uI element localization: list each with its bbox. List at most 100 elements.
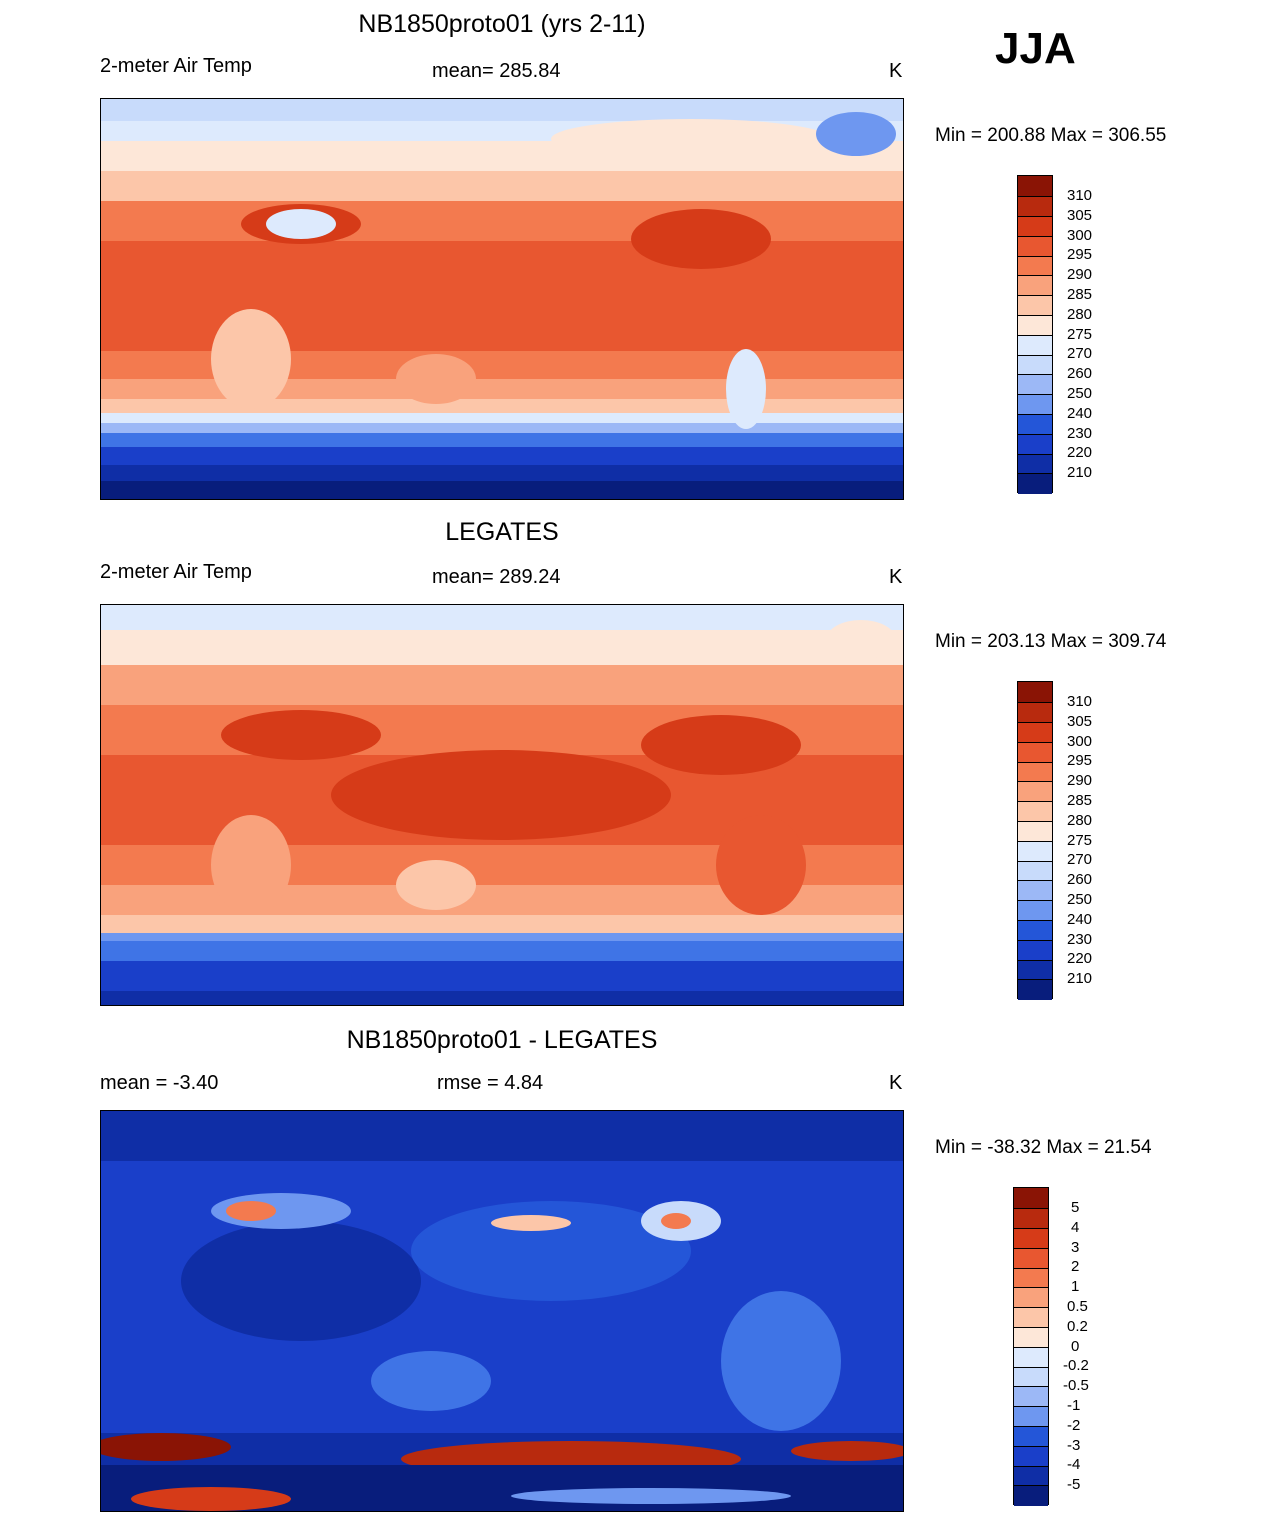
panel-1-variable-label: 2-meter Air Temp xyxy=(100,55,252,77)
colorbar-swatch xyxy=(1014,1367,1048,1388)
colorbar-swatch xyxy=(1018,682,1052,704)
colorbar-swatch xyxy=(1018,802,1052,822)
colorbar-tick-label: 230 xyxy=(1067,930,1093,948)
colorbar-tick-label: -0.2 xyxy=(1063,1357,1089,1375)
colorbar-swatch xyxy=(1018,821,1052,842)
colorbar-tick-label: 300 xyxy=(1067,732,1093,750)
colorbar-tick-label: 2 xyxy=(1071,1258,1080,1276)
colorbar-swatch xyxy=(1018,841,1052,862)
colorbar-tick-label: 230 xyxy=(1067,424,1093,442)
colorbar-tick-label: -1 xyxy=(1067,1397,1081,1414)
colorbar-tick-label: 300 xyxy=(1067,226,1093,244)
colorbar-swatch xyxy=(1018,762,1052,783)
colorbar-swatch xyxy=(1014,1446,1048,1467)
colorbar-tick-label: -0.5 xyxy=(1063,1377,1089,1395)
season-label: JJA xyxy=(995,24,1076,73)
panel-2-map xyxy=(100,604,904,1006)
colorbar-swatch xyxy=(1018,703,1052,723)
colorbar-swatch xyxy=(1014,1347,1048,1368)
colorbar-swatch xyxy=(1018,256,1052,277)
colorbar-tick-label: 280 xyxy=(1067,811,1093,829)
colorbar-swatch xyxy=(1014,1188,1048,1210)
panel-3-colorbar xyxy=(1013,1187,1049,1507)
colorbar-tick-label: 310 xyxy=(1067,693,1093,710)
colorbar-swatch xyxy=(1014,1308,1048,1328)
colorbar-swatch xyxy=(1014,1268,1048,1289)
colorbar-tick-label: 5 xyxy=(1071,1199,1080,1216)
colorbar-tick-label: 220 xyxy=(1067,444,1093,462)
panel-2-variable-label: 2-meter Air Temp xyxy=(100,561,252,583)
colorbar-swatch xyxy=(1018,197,1052,217)
colorbar-swatch xyxy=(1018,395,1052,415)
colorbar-swatch xyxy=(1014,1387,1048,1408)
colorbar-tick-label: -3 xyxy=(1067,1436,1081,1454)
colorbar-tick-label: 270 xyxy=(1067,851,1093,869)
colorbar-tick-label: 1 xyxy=(1071,1278,1080,1296)
colorbar-swatch xyxy=(1014,1248,1048,1269)
panel-2-title: LEGATES xyxy=(445,518,559,546)
colorbar-tick-label: 260 xyxy=(1067,365,1093,383)
colorbar-tick-label: 210 xyxy=(1067,464,1093,482)
colorbar-tick-label: 280 xyxy=(1067,305,1093,323)
panel-2-colorbar xyxy=(1017,681,1053,1001)
colorbar-swatch xyxy=(1018,216,1052,237)
colorbar-swatch xyxy=(1018,722,1052,743)
colorbar-tick-label: 3 xyxy=(1071,1238,1080,1256)
panel-1-mean-label: mean= 285.84 xyxy=(432,60,561,82)
panel-2-min-max: Min = 203.13 Max = 309.74 xyxy=(935,631,1167,652)
colorbar-swatch xyxy=(1018,881,1052,902)
panel-2-mean-label: mean= 289.24 xyxy=(432,566,561,588)
colorbar-tick-label: 290 xyxy=(1067,772,1093,790)
colorbar-swatch xyxy=(1018,980,1052,1001)
colorbar-swatch xyxy=(1018,742,1052,763)
colorbar-tick-label: 4 xyxy=(1071,1218,1080,1236)
colorbar-tick-label: 285 xyxy=(1067,286,1093,303)
colorbar-swatch xyxy=(1018,315,1052,336)
panel-1-colorbar xyxy=(1017,175,1053,495)
colorbar-tick-label: 290 xyxy=(1067,266,1093,284)
panel-3-title: NB1850proto01 - LEGATES xyxy=(346,1026,658,1054)
colorbar-swatch xyxy=(1014,1288,1048,1309)
panel-3-map xyxy=(100,1110,904,1512)
colorbar-swatch xyxy=(1014,1466,1048,1487)
colorbar-tick-label: -2 xyxy=(1067,1416,1081,1434)
panel-3-mean-label: mean = -3.40 xyxy=(100,1072,219,1094)
colorbar-swatch xyxy=(1018,940,1052,961)
colorbar-swatch xyxy=(1018,901,1052,921)
colorbar-tick-label: 0 xyxy=(1071,1337,1080,1355)
colorbar-tick-label: -4 xyxy=(1067,1456,1081,1474)
colorbar-swatch xyxy=(1014,1407,1048,1427)
colorbar-swatch xyxy=(1018,782,1052,803)
colorbar-swatch xyxy=(1018,236,1052,257)
colorbar-tick-label: 220 xyxy=(1067,950,1093,968)
colorbar-tick-label: 250 xyxy=(1067,891,1093,908)
colorbar-tick-label: 240 xyxy=(1067,910,1093,928)
colorbar-tick-label: 0.2 xyxy=(1067,1317,1088,1335)
panel-2-units: K xyxy=(889,566,903,588)
colorbar-swatch xyxy=(1018,355,1052,376)
panel-1-min-max: Min = 200.88 Max = 306.55 xyxy=(935,125,1167,146)
colorbar-swatch xyxy=(1018,861,1052,882)
colorbar-tick-label: 275 xyxy=(1067,325,1093,343)
colorbar-tick-label: 240 xyxy=(1067,404,1093,422)
colorbar-tick-label: 310 xyxy=(1067,187,1093,204)
colorbar-tick-label: 260 xyxy=(1067,871,1093,889)
colorbar-swatch xyxy=(1018,960,1052,981)
colorbar-tick-label: 285 xyxy=(1067,792,1093,809)
colorbar-swatch xyxy=(1018,276,1052,297)
colorbar-swatch xyxy=(1014,1327,1048,1348)
panel-1-units: K xyxy=(889,60,903,82)
colorbar-tick-label: 295 xyxy=(1067,246,1093,264)
colorbar-swatch xyxy=(1018,296,1052,316)
colorbar-swatch xyxy=(1018,454,1052,475)
colorbar-tick-label: 270 xyxy=(1067,345,1093,363)
colorbar-swatch xyxy=(1018,474,1052,495)
colorbar-swatch xyxy=(1014,1228,1048,1249)
colorbar-swatch xyxy=(1018,335,1052,356)
colorbar-swatch xyxy=(1018,414,1052,435)
panel-3-units: K xyxy=(889,1072,903,1094)
panel-3-min-max: Min = -38.32 Max = 21.54 xyxy=(935,1137,1152,1158)
colorbar-swatch xyxy=(1014,1209,1048,1229)
colorbar-tick-label: 0.5 xyxy=(1067,1298,1088,1315)
colorbar-tick-label: 305 xyxy=(1067,206,1093,224)
